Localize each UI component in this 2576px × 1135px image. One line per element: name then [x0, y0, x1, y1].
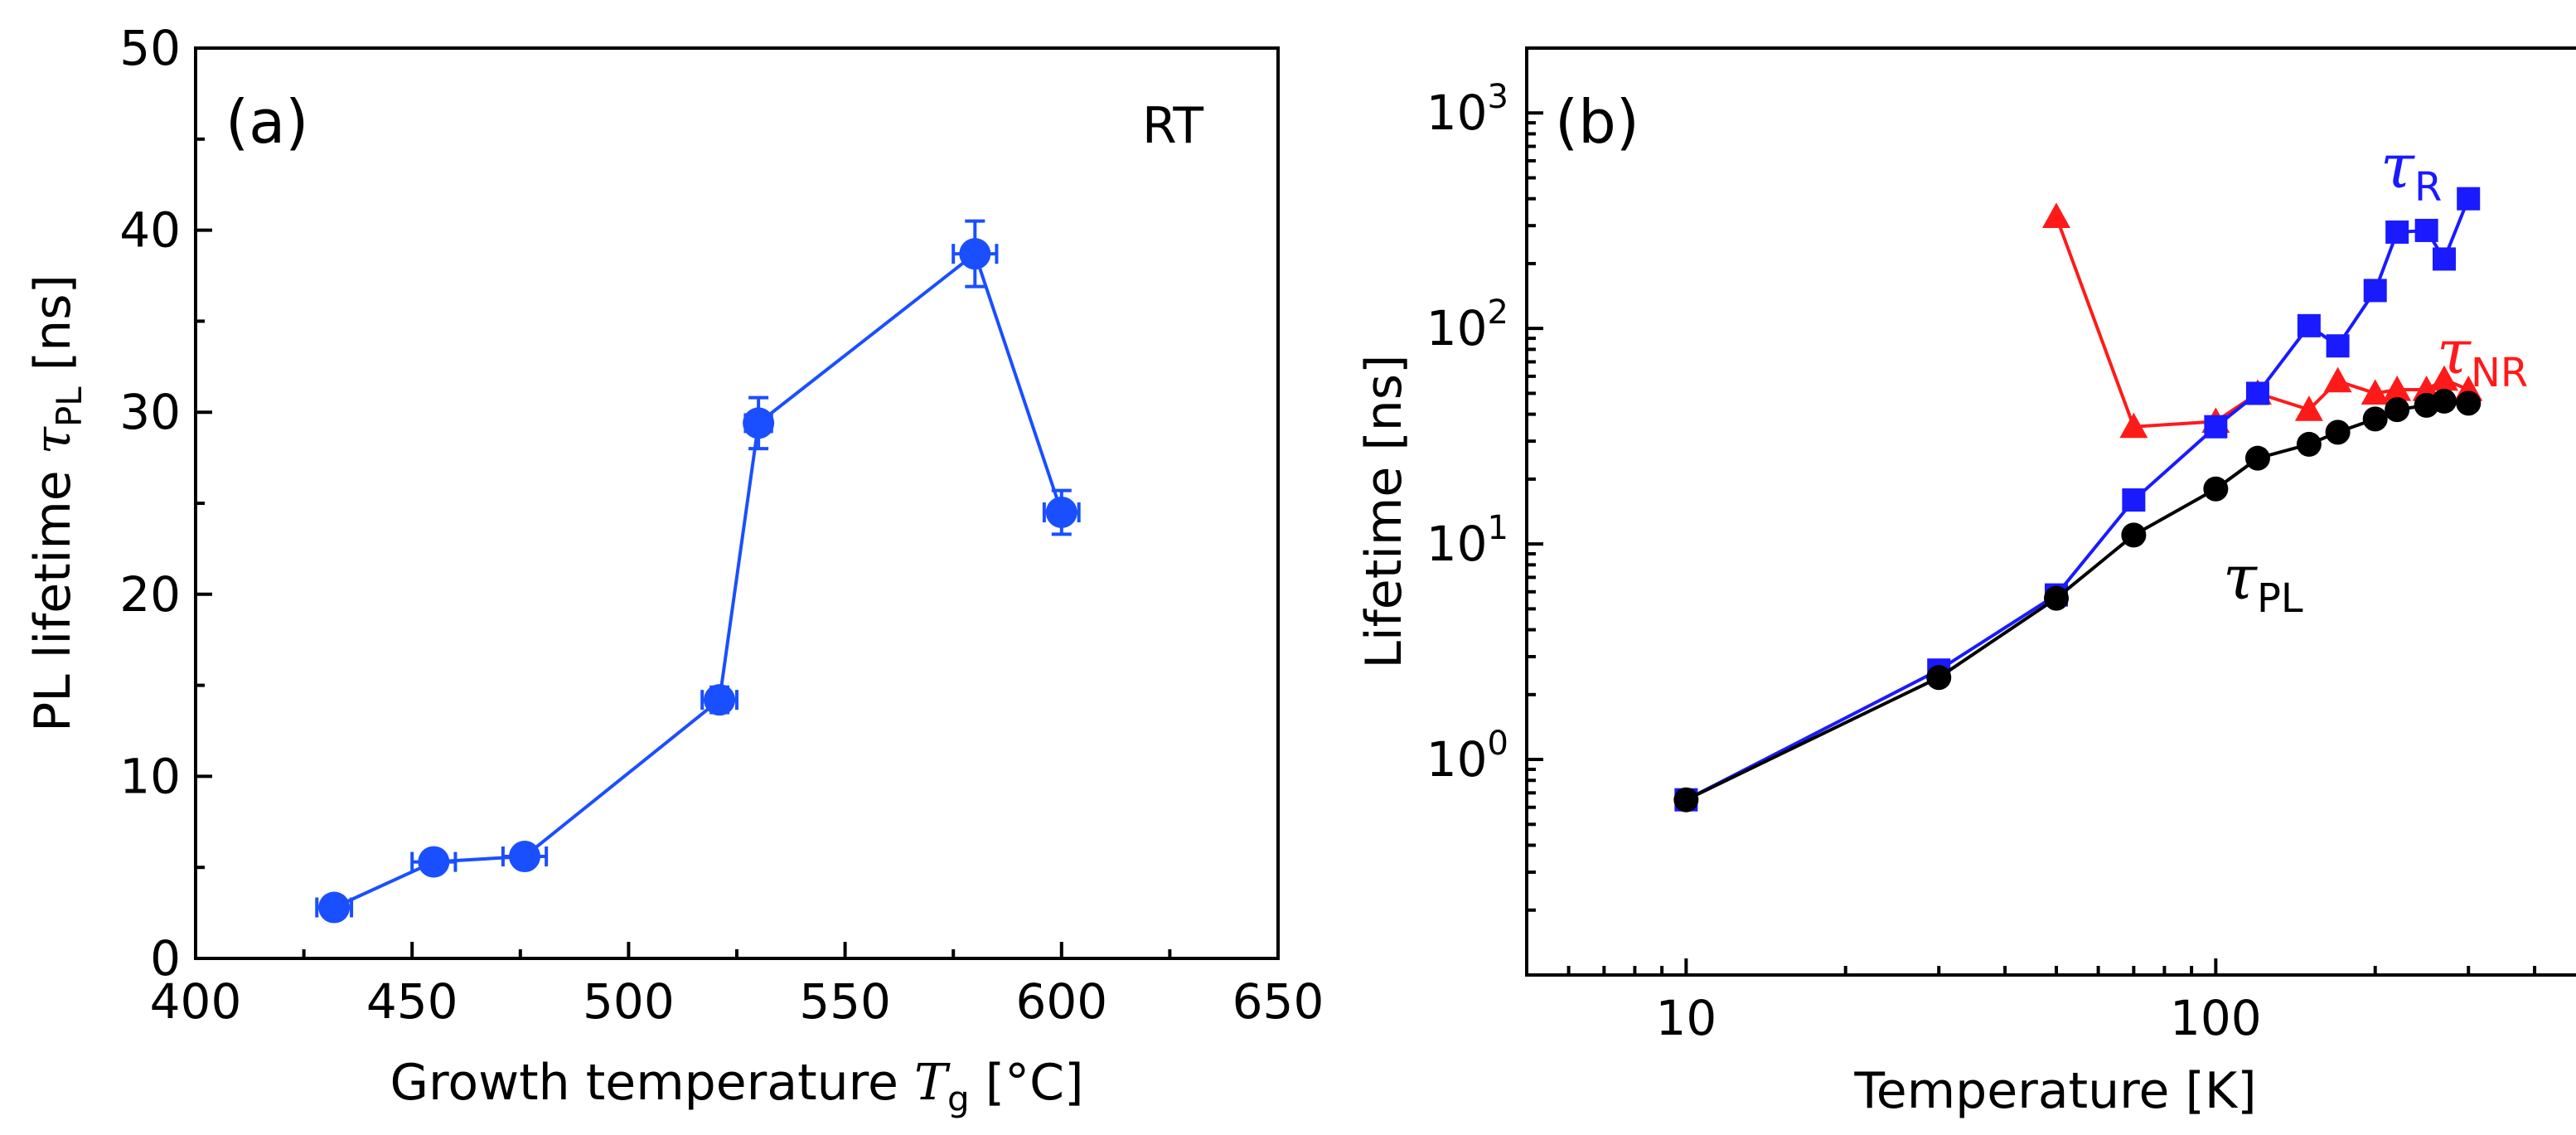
panel-b-point-tau-pl — [2044, 585, 2069, 611]
panel-a-ytick-label: 40 — [119, 202, 181, 259]
panel-a-xtick-label: 500 — [583, 973, 675, 1030]
panel-a: 400 450 500 550 600 650 0 10 20 30 40 50 (a) RT Gro… — [24, 20, 1324, 1119]
panel-a-data-point — [743, 407, 775, 439]
panel-b-ytick-base: 10 — [1426, 516, 1488, 572]
panel-b-point-tau-pl — [2296, 431, 2322, 457]
panel-b-ytick-label: 100 — [1426, 725, 1508, 788]
panel-a-xtick-label: 400 — [150, 973, 242, 1030]
panel-a-data-point — [318, 891, 351, 924]
panel-a-ylabel: PL lifetime τPL [ns] — [24, 274, 90, 732]
panel-b-point-tau-r — [2297, 313, 2321, 337]
panel-b-xtick-label: 10 — [1655, 990, 1717, 1046]
panel-a-data-point — [959, 238, 991, 270]
panel-b-point-tau-pl — [2385, 397, 2410, 423]
panel-b-ytick-exponent: 3 — [1488, 78, 1508, 116]
panel-b-ytick-base: 10 — [1426, 85, 1488, 141]
panel-a-xlabel-text: Growth temperature — [390, 1054, 914, 1112]
panel-b-point-tau-pl — [2121, 522, 2147, 548]
panel-a-ytick-label: 50 — [119, 20, 181, 76]
panel-b-ytick-base: 10 — [1426, 300, 1488, 357]
series-label-tau-nr: τNR — [2437, 317, 2528, 396]
panel-b-point-tau-pl — [1926, 665, 1952, 691]
panel-b-point-tau-pl — [2362, 406, 2388, 432]
panel-b-xlabel: Temperature [K] — [1853, 1062, 2256, 1120]
panel-a-ytick-label: 20 — [119, 566, 181, 623]
panel-a-xtick-label: 450 — [366, 973, 458, 1030]
panel-a-data-point — [509, 841, 541, 873]
panel-b-point-tau-r — [2245, 381, 2269, 405]
panel-b-point-tau-pl — [1673, 787, 1699, 812]
panel-b-ytick-label: 101 — [1426, 509, 1508, 572]
panel-b-point-tau-pl — [2456, 390, 2482, 416]
panel-b-point-tau-r — [2326, 334, 2350, 358]
panel-b-point-tau-nr — [2383, 376, 2412, 401]
panel-a-xlabel-sub: g — [947, 1079, 970, 1119]
panel-a-annotation: RT — [1142, 97, 1203, 155]
panel-a-ytick-label: 30 — [119, 384, 181, 440]
panel-b-xtick-label: 100 — [2170, 990, 2262, 1046]
panel-b-frame — [1525, 46, 2576, 977]
panel-a-data-point — [704, 684, 736, 716]
panel-b-point-tau-r — [2122, 488, 2146, 512]
series-label-tau-r-sub: R — [2414, 164, 2442, 211]
panel-a-xlabel: Growth temperature Tg [°C] — [390, 1054, 1084, 1119]
panel-b-point-tau-nr — [2294, 395, 2323, 421]
panel-b-ytick-label: 103 — [1426, 78, 1508, 141]
panel-b-ytick-base: 10 — [1426, 731, 1488, 788]
panel-b-point-tau-r — [2414, 218, 2438, 242]
panel-a-ylabel-text: PL lifetime — [24, 454, 82, 732]
panel-b-ylabel: Lifetime [ns] — [1355, 355, 1413, 669]
series-label-tau-r-var: τ — [2380, 131, 2415, 202]
panel-a-xtick-label: 550 — [799, 973, 891, 1030]
panel-a-ylabel-unit: [ns] — [24, 274, 82, 386]
series-label-tau-pl-sub: PL — [2257, 575, 2303, 622]
panel-b-point-tau-pl — [2431, 388, 2457, 414]
panel-b-point-tau-nr — [2412, 376, 2441, 401]
panel-b-ytick-exponent: 2 — [1488, 293, 1508, 332]
panel-b-point-tau-pl — [2203, 476, 2229, 502]
panel-b-point-tau-pl — [2244, 445, 2270, 471]
panel-a-xlabel-unit: [°C] — [970, 1054, 1084, 1112]
series-label-tau-pl: τPL — [2223, 542, 2303, 622]
panel-a-xtick-label: 650 — [1232, 973, 1324, 1030]
panel-a-ylabel-var: τ — [24, 426, 82, 454]
panel-a-ytick-label: 10 — [119, 748, 181, 804]
panel-b-point-tau-pl — [2325, 420, 2351, 445]
series-label-tau-pl-var: τ — [2223, 542, 2258, 614]
panel-a-ticks: 400 450 500 550 600 650 0 10 20 30 40 50 — [119, 20, 1324, 1030]
panel-a-marks — [315, 219, 1081, 924]
series-label-tau-r: τR — [2380, 131, 2442, 211]
panel-a-data-point — [418, 846, 450, 878]
panel-a-label: (a) — [225, 87, 308, 157]
panel-b-point-tau-r — [2457, 187, 2481, 211]
panel-a-xtick-label: 600 — [1015, 973, 1107, 1030]
panel-a-ylabel-sub: PL — [49, 386, 90, 427]
panel-b-point-tau-r — [2432, 247, 2456, 271]
panel-b-point-tau-nr — [2119, 412, 2148, 439]
panel-b-series-line — [1685, 197, 2471, 802]
panel-b-point-tau-nr — [2429, 365, 2458, 391]
panel-b-ytick-exponent: 0 — [1488, 725, 1508, 763]
panel-a-data-point — [1045, 496, 1077, 528]
series-label-tau-nr-sub: NR — [2471, 350, 2528, 396]
panel-b-point-tau-r — [2204, 415, 2228, 439]
panel-a-xlabel-var: T — [914, 1054, 951, 1112]
panel-b-ytick-exponent: 1 — [1488, 509, 1508, 547]
panel-b-label: (b) — [1555, 87, 1639, 157]
panel-b-point-tau-nr — [2361, 379, 2390, 405]
panel-b-point-tau-r — [2385, 220, 2409, 244]
panel-b-ytick-label: 102 — [1426, 293, 1508, 357]
panel-b-point-tau-nr — [2323, 366, 2352, 393]
panel-a-series-line — [333, 250, 1063, 909]
panel-a-frame — [194, 46, 1280, 960]
panel-b-point-tau-nr — [2042, 202, 2070, 229]
panel-b-point-tau-r — [2363, 279, 2387, 303]
panel-b-marks — [1673, 187, 2483, 812]
series-label-tau-nr-var: τ — [2437, 317, 2472, 388]
panel-a-ytick-label: 0 — [150, 930, 181, 987]
